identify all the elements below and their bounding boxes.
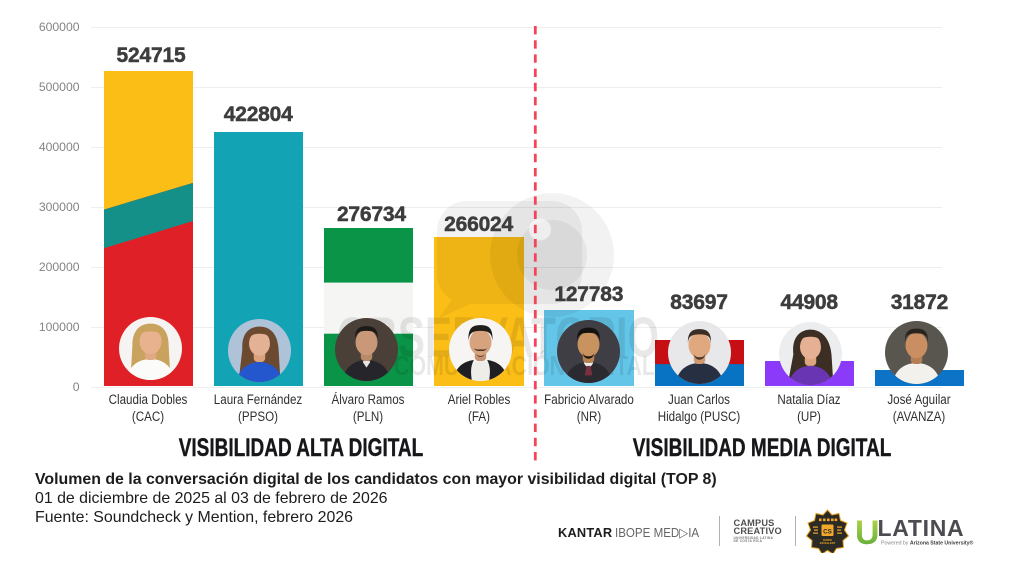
svg-text:EXCELLENT: EXCELLENT: [820, 541, 836, 545]
svg-text:Powered by Arizona State Unive: Powered by Arizona State University®: [881, 539, 974, 546]
svg-text:LATINA: LATINA: [878, 515, 965, 541]
svg-text:RATED: RATED: [823, 538, 832, 542]
svg-text:CS: CS: [823, 529, 832, 536]
svg-text:U: U: [855, 514, 880, 552]
